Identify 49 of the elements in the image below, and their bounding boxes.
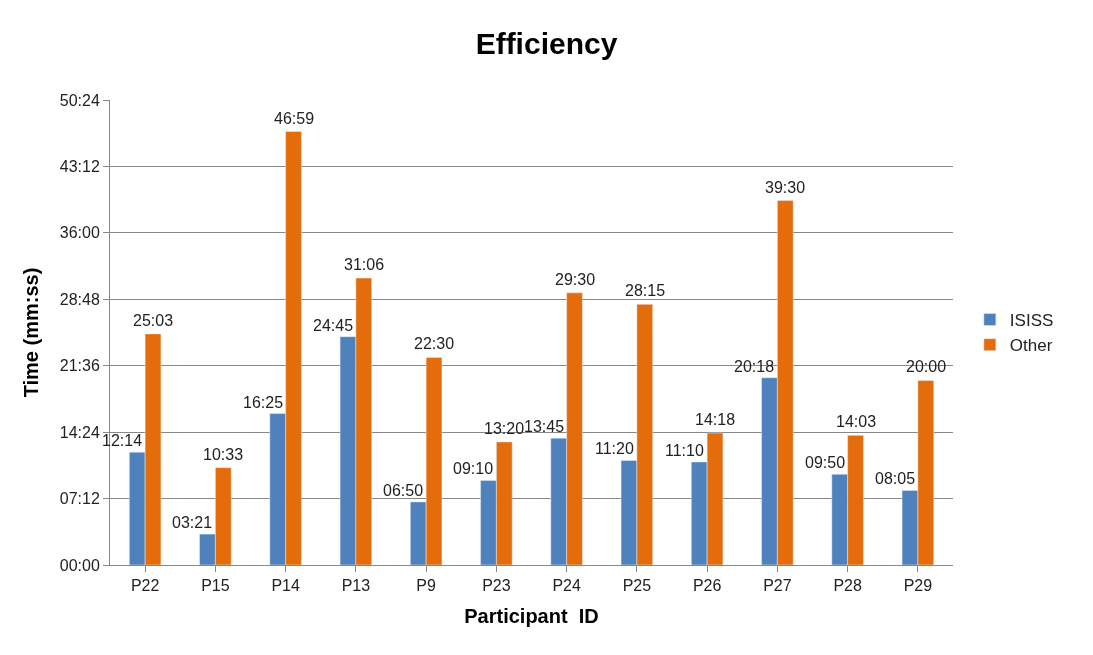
x-tick-label: P13 (341, 577, 371, 595)
x-tick-label: P14 (271, 577, 300, 595)
data-label: 12:14 (102, 432, 143, 449)
x-tick-label: P29 (903, 577, 933, 595)
data-label: 28:15 (625, 282, 666, 299)
data-label: 09:50 (805, 454, 846, 471)
y-tick-label: 14:24 (59, 423, 100, 441)
data-label: 09:10 (453, 460, 494, 477)
data-label: 20:18 (734, 358, 775, 375)
x-tick-label: P23 (482, 577, 511, 595)
y-tick-label: 43:12 (59, 158, 100, 176)
y-tick-label: 36:00 (59, 224, 100, 242)
y-tick-label: 00:00 (59, 556, 100, 574)
y-tick-label: 21:36 (59, 357, 100, 375)
x-tick-label: P9 (416, 577, 437, 595)
data-label: 24:45 (313, 317, 354, 334)
x-axis-title: Participant ID (464, 604, 599, 627)
data-label: 11:10 (665, 442, 704, 459)
data-label: 25:03 (133, 312, 174, 329)
data-label: 13:20 (484, 420, 525, 437)
legend-label: Other (1009, 336, 1053, 356)
y-tick-label: 50:24 (59, 91, 100, 109)
data-label: 14:03 (836, 413, 877, 430)
data-label: 10:33 (203, 446, 244, 463)
chart-title: Efficiency (475, 26, 618, 60)
x-tick-label: P25 (622, 577, 652, 595)
x-tick-label: P28 (833, 577, 862, 595)
data-label: 06:50 (383, 482, 424, 499)
data-label: 20:00 (906, 358, 947, 375)
y-tick-label: 28:48 (59, 290, 100, 308)
data-label: 22:30 (414, 335, 455, 352)
x-tick-label: P24 (552, 577, 581, 595)
data-label: 11:20 (595, 440, 634, 457)
data-label: 14:18 (695, 411, 736, 428)
x-tick-label: P26 (692, 577, 722, 595)
data-label: 03:21 (172, 514, 213, 531)
data-label: 39:30 (765, 179, 806, 196)
data-label: 29:30 (555, 271, 596, 288)
x-tick-label: P22 (130, 577, 160, 595)
data-label: 13:45 (524, 418, 565, 435)
legend-label: ISISS (1009, 311, 1054, 331)
data-label: 46:59 (274, 110, 315, 127)
x-tick-label: P15 (201, 577, 230, 595)
x-tick-label: P27 (763, 577, 792, 595)
y-tick-label: 07:12 (59, 490, 100, 508)
y-axis-title: Time (mm:ss) (20, 267, 43, 398)
data-label: 16:25 (243, 394, 284, 411)
data-label: 08:05 (875, 470, 916, 487)
data-label: 31:06 (344, 256, 385, 273)
